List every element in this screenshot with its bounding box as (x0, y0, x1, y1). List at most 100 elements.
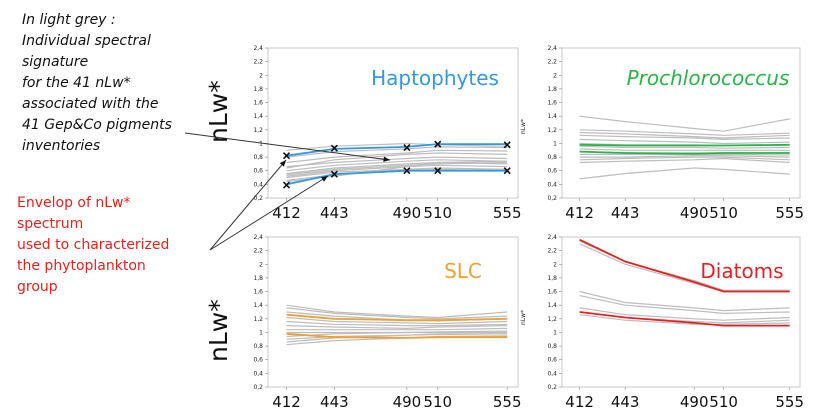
y-tick-label: 1,6 (547, 100, 557, 107)
y-tick-label: 0,2 (253, 195, 263, 202)
x-marker-upper (282, 152, 291, 160)
grey-spectrum-line (286, 142, 508, 151)
y-tick-label: 1,4 (547, 302, 557, 309)
y-tick-label: 1,8 (253, 86, 263, 93)
y-tick-label: 2,2 (253, 59, 263, 66)
y-tick-label: 0,6 (547, 168, 557, 175)
y-tick-label: 1,2 (253, 127, 263, 134)
envelope-lower-line (579, 150, 790, 155)
x-tick-label: 510 (423, 204, 452, 222)
x-tick-label: 555 (493, 204, 522, 222)
y-tick-label: 0,8 (547, 343, 557, 350)
y-tick-label: 0,8 (253, 154, 263, 161)
y-tick-label: 0,4 (547, 370, 557, 377)
y-tick-label: 0,4 (253, 181, 263, 188)
grey-spectrum-line (286, 146, 508, 158)
ylabel-panel-1: nLw* (204, 80, 233, 143)
panel-title: Diatoms (700, 259, 783, 283)
chart-panel-3: 0,2 0,4 0,6 0,8 1 1,2 1,4 1,6 1,8 2 2,2 2,4 412 443 49… (253, 234, 521, 411)
grey-spectrum-line (579, 115, 790, 132)
arrow-envelope-lower-head (321, 176, 328, 182)
y-tick-label: 1,6 (253, 289, 263, 296)
y-tick-label: 2,2 (547, 59, 557, 66)
envelope-upper-line (579, 143, 790, 147)
panel-title: Prochlorococcus (627, 66, 790, 90)
grey-spectrum-line (286, 316, 508, 325)
y-tick-label: 0,6 (253, 357, 263, 364)
y-tick-label: 1,2 (253, 316, 263, 323)
y-tick-label: 1 (553, 329, 557, 336)
x-marker-upper (503, 141, 511, 149)
x-tick-label: 490 (680, 393, 709, 411)
y-tick-label: 1,2 (547, 127, 557, 134)
y-tick-label: 0,6 (547, 357, 557, 364)
y-tick-label: 2,4 (547, 234, 557, 241)
x-tick-label: 510 (709, 204, 738, 222)
plot-area (561, 47, 801, 199)
grey-spectrum-line (579, 148, 790, 151)
envelope-upper-line (579, 238, 790, 293)
x-tick-label: 555 (493, 393, 522, 411)
grey-spectrum-line (286, 149, 508, 164)
y-tick-label: 1 (259, 140, 263, 147)
x-marker-lower (330, 170, 338, 178)
x-tick-label: 412 (565, 393, 594, 411)
arrow-envelope-upper-head (279, 160, 286, 167)
x-tick-label: 443 (611, 393, 640, 411)
x-tick-label: 443 (320, 204, 349, 222)
x-marker-upper (330, 144, 338, 152)
grey-spectrum-line (579, 290, 790, 312)
x-marker-lower (503, 167, 511, 175)
grey-spectrum-line (579, 314, 790, 325)
grey-spectrum-line (286, 333, 508, 343)
grey-spectrum-line (579, 145, 790, 149)
grey-spectrum-line (579, 156, 790, 161)
y-tick-label: 0,8 (253, 343, 263, 350)
x-marker-lower (434, 167, 442, 175)
y-tick-label: 1,8 (547, 86, 557, 93)
y-tick-label: 2 (259, 72, 263, 79)
x-tick-label: 412 (272, 204, 301, 222)
x-tick-label: 510 (423, 393, 452, 411)
grey-spectrum-line (579, 157, 790, 164)
chart-panel-2: 0,2 0,4 0,6 0,8 1 1,2 1,4 1,6 1,8 2 2,2 2,4 412 443 49… (547, 45, 804, 222)
grey-spectrum-line (579, 138, 790, 145)
arrow-grey-caption-head (383, 156, 390, 162)
y-tick-label: 0,4 (547, 181, 557, 188)
grey-spectrum-line (579, 131, 790, 139)
y-tick-label: 0,8 (547, 154, 557, 161)
ylabel-panel-4: nLw* (520, 309, 527, 325)
grey-spectrum-line (579, 167, 790, 180)
y-tick-label: 2 (259, 261, 263, 268)
grey-spectrum-line (579, 129, 790, 136)
grey-spectrum-line (286, 159, 508, 172)
x-marker-upper (434, 140, 442, 148)
x-tick-label: 490 (680, 204, 709, 222)
y-tick-label: 1,6 (547, 289, 557, 296)
x-tick-label: 412 (565, 204, 594, 222)
grey-spectrum-line (286, 152, 508, 169)
envelope-upper-line (286, 313, 508, 322)
x-tick-label: 443 (320, 393, 349, 411)
y-tick-label: 1,8 (547, 275, 557, 282)
grey-spectrum-line (286, 307, 508, 320)
y-tick-label: 2,4 (547, 45, 557, 52)
grey-spectrum-line (579, 307, 790, 321)
panel-title: SLC (444, 259, 482, 283)
grey-spectrum-line (286, 320, 508, 327)
y-tick-label: 2 (553, 72, 557, 79)
grey-spectrum-line (579, 155, 790, 158)
grey-spectrum-line (579, 295, 790, 315)
y-tick-label: 1,4 (253, 113, 263, 120)
y-tick-label: 0,2 (253, 384, 263, 391)
ylabel-panel-3: nLw* (204, 299, 233, 362)
y-tick-label: 1 (553, 140, 557, 147)
envelope-caption: Envelop of nLw* spectrum used to charact… (17, 195, 170, 295)
envelope-lower-line (286, 332, 508, 339)
x-tick-label: 412 (272, 393, 301, 411)
x-tick-label: 490 (393, 393, 422, 411)
grey-spectrum-line (286, 327, 508, 331)
x-marker-lower (403, 167, 411, 175)
y-tick-label: 2,2 (253, 248, 263, 255)
envelope-lower-line (579, 311, 790, 327)
